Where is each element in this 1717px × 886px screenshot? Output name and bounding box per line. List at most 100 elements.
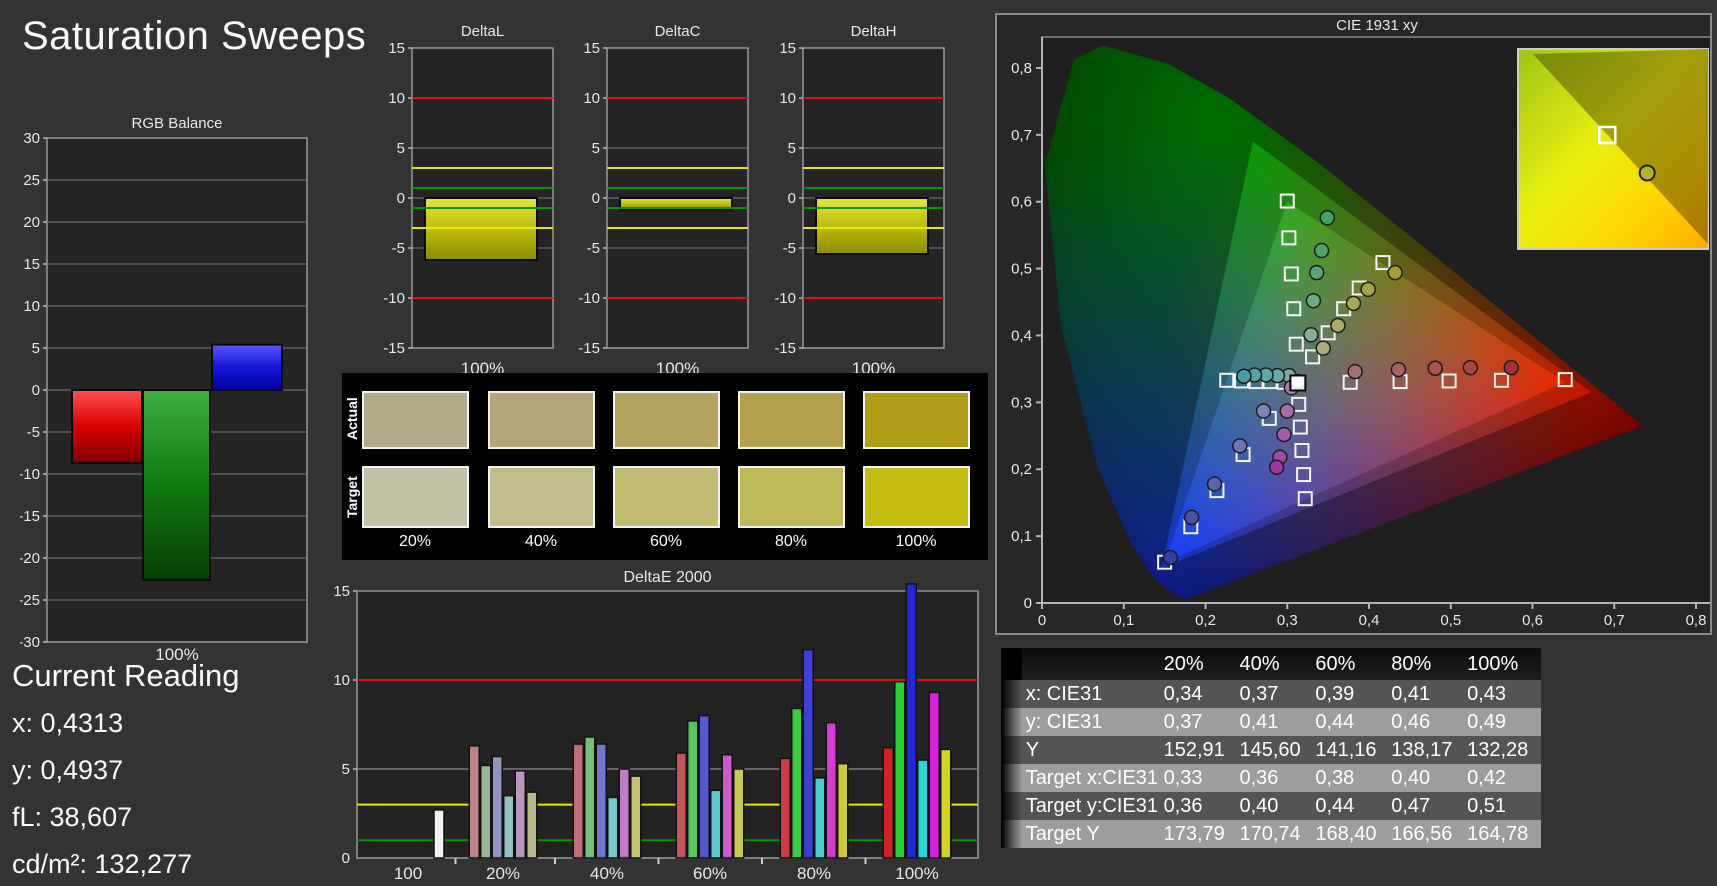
table-col-header: 40% bbox=[1239, 653, 1280, 675]
axis-label: 15 bbox=[388, 40, 405, 57]
axis-label: 0,7 bbox=[1604, 612, 1625, 629]
actual-swatch-60% bbox=[612, 391, 720, 449]
table-value-cell: 0,47 bbox=[1391, 795, 1431, 817]
cie-measured-blue-1 bbox=[1232, 438, 1248, 454]
current-reading-block: Current Reading x: 0,4313 y: 0,4937 fL: 38… bbox=[12, 658, 312, 886]
table-value-cell: 0,44 bbox=[1315, 795, 1355, 817]
cie-measured-green-0 bbox=[1303, 327, 1319, 343]
cie-measured-red-0 bbox=[1347, 363, 1363, 380]
table-value-cell: 0,40 bbox=[1391, 767, 1431, 789]
deltae-bar-40%-3 bbox=[607, 796, 619, 859]
table-row-label: y: CIE31 bbox=[1025, 711, 1103, 733]
chart-title: DeltaH bbox=[851, 23, 897, 40]
cie-target-magenta-4 bbox=[1297, 491, 1313, 507]
swatch-col-label: 100% bbox=[895, 533, 937, 550]
table-col-header: 20% bbox=[1163, 653, 1204, 675]
deltae-bar-20%-3 bbox=[503, 794, 515, 859]
table-value-cell: 0,51 bbox=[1467, 795, 1507, 817]
deltae-bar-20%-0 bbox=[468, 745, 480, 859]
axis-label: -15 bbox=[383, 340, 405, 357]
table-value-cell: 0,40 bbox=[1239, 795, 1279, 817]
table-value-cell: 168,40 bbox=[1315, 823, 1377, 845]
axis-label: -5 bbox=[392, 240, 405, 257]
chart-title: CIE 1931 xy bbox=[1336, 17, 1418, 34]
axis-label: 0,6 bbox=[1522, 612, 1543, 629]
cie-measured-yellow-4 bbox=[1387, 264, 1403, 281]
reading-line-3: cd/m²: 132,277 bbox=[12, 849, 193, 879]
table-value-cell: 0,39 bbox=[1315, 683, 1355, 705]
cie-measured-blue-2 bbox=[1206, 476, 1223, 492]
cie-measured-yellow-3 bbox=[1360, 281, 1376, 298]
chart-title: DeltaC bbox=[655, 23, 701, 40]
chart-title: DeltaE 2000 bbox=[623, 569, 711, 586]
axis-label: -10 bbox=[578, 290, 600, 307]
deltae-bar-40%-2 bbox=[595, 743, 607, 859]
cie-target-magenta-3 bbox=[1296, 467, 1312, 483]
table-value-cell: 0,44 bbox=[1315, 711, 1355, 733]
cie-target-red-3 bbox=[1493, 372, 1509, 388]
cie-target-magenta-1 bbox=[1292, 419, 1308, 435]
target-swatch-20% bbox=[361, 466, 469, 528]
deltae-bar-60%-0 bbox=[675, 752, 687, 859]
swatch-col-label: 20% bbox=[398, 533, 432, 550]
swatch-col-label: 80% bbox=[774, 533, 808, 550]
axis-label: -15 bbox=[20, 508, 40, 525]
actual-swatch-80% bbox=[737, 391, 845, 449]
delta-c-chart: DeltaC -15 -10 -5 0 5 10 15 100% bbox=[555, 18, 765, 388]
deltae-bar-100%-1 bbox=[894, 681, 906, 859]
cie-measured-magenta-2 bbox=[1276, 426, 1292, 443]
target-swatch-80% bbox=[737, 466, 845, 528]
table-row-strip bbox=[1001, 708, 1022, 736]
chart-title: RGB Balance bbox=[132, 115, 223, 132]
axis-label: 0,3 bbox=[1277, 612, 1298, 629]
table-row-strip bbox=[1001, 820, 1022, 848]
inset-target-square bbox=[1598, 125, 1617, 145]
table-col-header: 60% bbox=[1315, 653, 1356, 675]
deltae-bar-60%-1 bbox=[687, 720, 699, 859]
target-swatch-40% bbox=[487, 466, 595, 528]
actual-target-swatch-panel: Actual Target 20% 40% 60% 80% 100% bbox=[342, 373, 988, 560]
table-row-target-x-cie31: Target x:CIE31 0,33 0,36 0,38 0,40 0,42 bbox=[1001, 764, 1541, 792]
cie-target-magenta-0 bbox=[1291, 396, 1307, 412]
deltae-bar-20%-4 bbox=[514, 770, 526, 859]
table-row-strip bbox=[1001, 792, 1022, 820]
axis-label: 30 bbox=[23, 130, 40, 147]
rgb-bar-red bbox=[71, 389, 143, 465]
axis-label: 0 bbox=[1038, 612, 1046, 629]
cie-1931-panel: CIE 1931 xy 0 0,1 0,2 0,3 0,4 0,5 0,6 0,7 0,8 0 0,1… bbox=[995, 13, 1713, 635]
table-value-cell: 164,78 bbox=[1467, 823, 1529, 845]
deltae-bar-40%-1 bbox=[584, 736, 596, 859]
table-corner-cell bbox=[1001, 648, 1022, 680]
target-swatch-60% bbox=[612, 466, 720, 528]
axis-label: 0 bbox=[788, 190, 796, 207]
axis-label: -20 bbox=[20, 550, 40, 567]
cie-inset-zoom bbox=[1517, 48, 1709, 250]
axis-label: -10 bbox=[383, 290, 405, 307]
axis-label: 0,4 bbox=[1359, 612, 1380, 629]
axis-label: 0,3 bbox=[1011, 394, 1032, 411]
axis-label: 5 bbox=[397, 140, 405, 157]
deltae-bar-80%-5 bbox=[837, 762, 849, 859]
group-label: 60% bbox=[693, 864, 727, 883]
inset-measured-circle bbox=[1638, 164, 1656, 182]
table-value-cell: 145,60 bbox=[1239, 739, 1301, 761]
cie-target-green-3 bbox=[1281, 230, 1297, 246]
chart-title: DeltaL bbox=[461, 23, 504, 40]
measurement-table: 20% 40% 60% 80% 100% x: CIE31 0,34 0,37 0,39 0,41… bbox=[1001, 648, 1541, 848]
table-col-header: 80% bbox=[1391, 653, 1432, 675]
reading-line-0: x: 0,4313 bbox=[12, 708, 124, 738]
axis-label: -25 bbox=[20, 592, 40, 609]
deltae-bar-100%-3 bbox=[917, 759, 929, 859]
cie-target-magenta-2 bbox=[1294, 443, 1310, 459]
axis-label: 5 bbox=[788, 140, 796, 157]
cie-measured-blue-0 bbox=[1255, 403, 1272, 419]
cie-measured-green-3 bbox=[1313, 242, 1330, 259]
rgb-bar-blue bbox=[211, 343, 283, 391]
table-value-cell: 132,28 bbox=[1467, 739, 1529, 761]
axis-label: 5 bbox=[592, 140, 600, 157]
cie-target-red-4 bbox=[1557, 372, 1573, 388]
axis-label: 0 bbox=[397, 190, 405, 207]
axis-label: -15 bbox=[774, 340, 796, 357]
cie-target-green-1 bbox=[1286, 301, 1302, 317]
axis-label: 0,4 bbox=[1011, 327, 1032, 344]
